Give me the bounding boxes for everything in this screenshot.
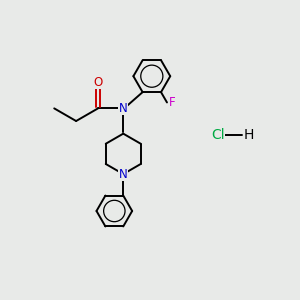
Text: H: H: [244, 128, 254, 142]
Text: N: N: [119, 102, 128, 115]
Text: N: N: [119, 168, 128, 181]
Text: O: O: [93, 76, 103, 88]
Text: F: F: [169, 96, 175, 109]
Text: Cl: Cl: [211, 128, 225, 142]
